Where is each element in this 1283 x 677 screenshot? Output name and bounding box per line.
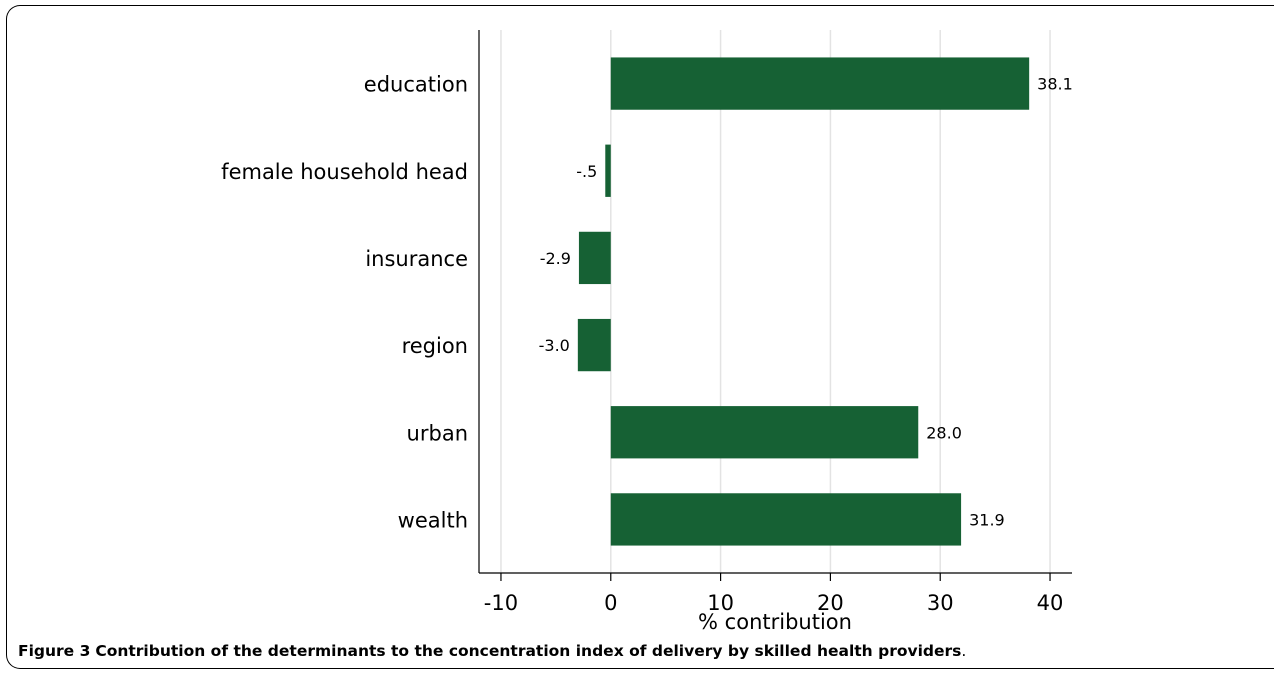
bar-region (577, 318, 611, 372)
bar-education (610, 57, 1030, 110)
category-label: region (402, 334, 468, 358)
x-axis-label: % contribution (698, 610, 852, 634)
category-label: insurance (365, 247, 468, 271)
caption-label: Figure 3 (18, 642, 91, 660)
bar-wealth (610, 493, 962, 546)
bar-chart: education 38.1 female household head -.5 ins… (221, 30, 1073, 634)
figure-caption: Figure 3 Contribution of the determinant… (18, 642, 966, 660)
axes-layer (478, 30, 1072, 581)
bar-urban (610, 406, 919, 459)
category-label: female household head (221, 160, 468, 184)
caption-end: . (961, 642, 967, 660)
category-label: urban (407, 421, 468, 445)
value-label: 31.9 (969, 510, 1005, 529)
value-label: 28.0 (926, 423, 962, 442)
category-label: wealth (398, 508, 468, 532)
x-tick-label: 10 (707, 591, 734, 615)
bar-insurance (578, 231, 611, 285)
grid-layer (500, 30, 1051, 573)
x-tick-label: 30 (927, 591, 954, 615)
bar-female-household-head (605, 144, 611, 197)
labels-layer: education 38.1 female household head -.5 ins… (221, 73, 1073, 615)
value-label: -2.9 (540, 249, 571, 268)
value-label: -3.0 (539, 336, 570, 355)
x-tick-label: 20 (817, 591, 844, 615)
category-label: education (364, 73, 468, 97)
x-tick-label: 40 (1037, 591, 1064, 615)
value-label: 38.1 (1037, 75, 1073, 94)
figure-frame (6, 5, 1274, 669)
x-tick-label: 0 (604, 591, 617, 615)
x-tick-label: -10 (484, 591, 518, 615)
bars-layer (577, 57, 1030, 546)
caption-text: Contribution of the determinants to the … (95, 642, 962, 660)
value-label: -.5 (576, 162, 597, 181)
